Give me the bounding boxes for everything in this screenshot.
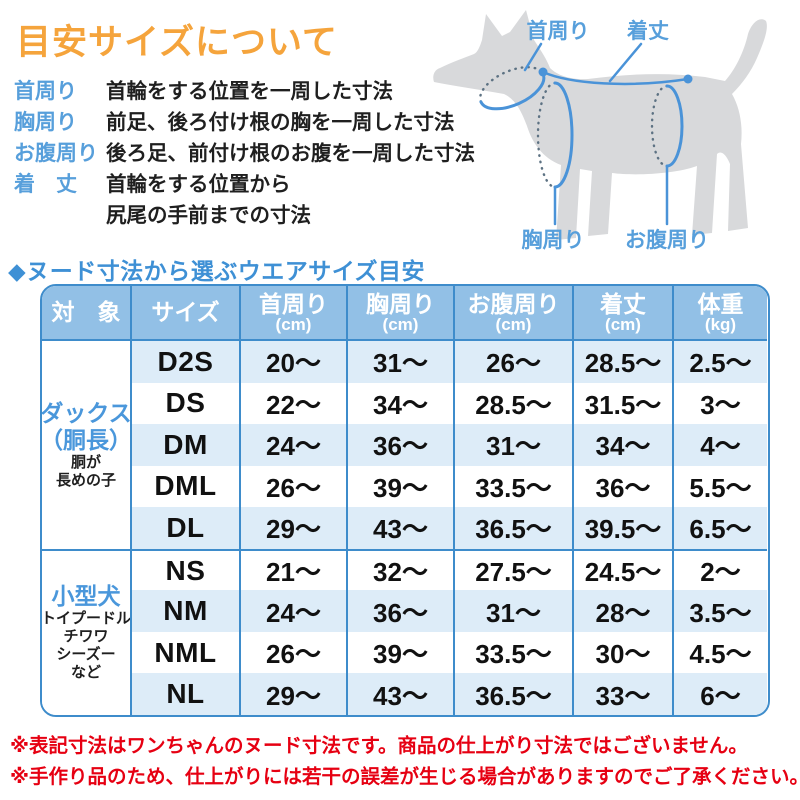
value-cell: 36.5〜 [453,673,572,715]
dog-silhouette [433,10,767,240]
value-cell: 36.5〜 [453,507,572,549]
value-cell: 26〜 [239,631,346,674]
value-cell: 22〜 [239,382,346,425]
value-cell: 28.5〜 [572,341,672,383]
size-cell: DL [130,507,239,549]
value-cell: 36〜 [346,424,453,466]
length-leader-line [608,42,643,83]
size-table: 対 象 サイズ 首周り (cm) 胸周り (cm) お腹周り (cm) 着丈 (cm) … [40,284,770,717]
value-cell: 31〜 [453,590,572,632]
size-cell: D2S [130,341,239,383]
definition-belly: お腹周り 後ろ足、前付け根のお腹を一周した寸法 [14,138,475,169]
size-cell: NS [130,548,239,591]
value-cell: 4.5〜 [672,631,767,674]
value-cell: 30〜 [572,631,672,674]
value-cell: 3.5〜 [672,590,767,632]
value-cell: 43〜 [346,673,453,715]
value-cell: 43〜 [346,507,453,549]
value-cell: 31〜 [453,424,572,466]
value-cell: 6〜 [672,673,767,715]
value-cell: 20〜 [239,341,346,383]
value-cell: 26〜 [453,341,572,383]
value-cell: 29〜 [239,673,346,715]
header-chest: 胸周り (cm) [346,286,453,341]
size-cell: NL [130,673,239,715]
definition-desc: 首輪をする位置から 尻尾の手前までの寸法 [106,173,311,227]
value-cell: 24〜 [239,424,346,466]
definition-length: 着 丈 首輪をする位置から 尻尾の手前までの寸法 [14,169,311,231]
page-title: 目安サイズについて [16,23,338,62]
section-heading: ◆ヌード寸法から選ぶウエアサイズ目安 [8,258,425,284]
header-belly: お腹周り (cm) [453,286,572,341]
value-cell: 36〜 [346,590,453,632]
definition-chest: 胸周り 前足、後ろ付け根の胸を一周した寸法 [14,107,455,138]
definition-desc: 首輪をする位置を一周した寸法 [106,80,393,103]
diagram-neck-label: 首周り [527,19,590,43]
size-cell: DM [130,424,239,466]
size-cell: NM [130,590,239,632]
back-length-line [538,67,693,86]
value-cell: 39.5〜 [572,507,672,549]
header-weight: 体重 (kg) [672,286,767,341]
value-cell: 39〜 [346,631,453,674]
value-cell: 24〜 [239,590,346,632]
dog-measurement-diagram: 首周り 着丈 胸周り お腹周り [433,10,767,252]
value-cell: 29〜 [239,507,346,549]
definition-desc: 後ろ足、前付け根のお腹を一周した寸法 [106,142,475,165]
value-cell: 6.5〜 [672,507,767,549]
value-cell: 34〜 [346,382,453,425]
neck-ellipse [479,66,546,111]
value-cell: 32〜 [346,548,453,591]
value-cell: 4〜 [672,424,767,466]
group-small-dogs: 小型犬 トイプードル チワワ シーズー など [42,548,131,715]
definition-label: 胸周り [14,111,77,134]
value-cell: 24.5〜 [572,548,672,591]
value-cell: 26〜 [239,465,346,508]
definition-label: 着 丈 [14,173,77,196]
value-cell: 39〜 [346,465,453,508]
header-target: 対 象 [42,286,130,341]
value-cell: 21〜 [239,548,346,591]
value-cell: 28〜 [572,590,672,632]
value-cell: 2〜 [672,548,767,591]
note-handmade: ※手作り品のため、仕上がりには若干の誤差が生じる場合がありますのでご了承ください… [10,766,800,788]
value-cell: 2.5〜 [672,341,767,383]
diagram-chest-label: 胸周り [522,228,585,252]
group-dachshund: ダックス （胴長） 胴が 長めの子 [42,341,132,549]
value-cell: 3〜 [672,382,767,425]
definition-label: 首周り [14,80,77,103]
neck-leader-line [523,42,543,72]
diagram-length-label: 着丈 [626,19,669,43]
size-table-grid: 対 象 サイズ 首周り (cm) 胸周り (cm) お腹周り (cm) 着丈 (cm) … [42,286,768,715]
size-cell: DS [130,382,239,425]
value-cell: 36〜 [572,465,672,508]
value-cell: 27.5〜 [453,548,572,591]
value-cell: 34〜 [572,424,672,466]
value-cell: 31.5〜 [572,382,672,425]
value-cell: 31〜 [346,341,453,383]
value-cell: 33.5〜 [453,465,572,508]
chest-ellipse [536,81,574,189]
header-neck: 首周り (cm) [239,286,346,341]
value-cell: 33〜 [572,673,672,715]
definition-desc: 前足、後ろ付け根の胸を一周した寸法 [106,111,455,134]
value-cell: 28.5〜 [453,382,572,425]
value-cell: 5.5〜 [672,465,767,508]
size-cell: DML [130,465,239,508]
value-cell: 33.5〜 [453,631,572,674]
note-nude-size: ※表記寸法はワンちゃんのヌード寸法です。商品の仕上がり寸法ではございません。 [10,735,748,757]
definition-neck: 首周り 首輪をする位置を一周した寸法 [14,76,393,107]
diagram-belly-label: お腹周り [625,228,709,252]
header-length: 着丈 (cm) [572,286,672,341]
footer-notes: ※表記寸法はワンちゃんのヌード寸法です。商品の仕上がり寸法ではございません。 ※… [10,731,800,793]
header-size: サイズ [130,286,239,341]
size-cell: NML [130,631,239,674]
belly-ellipse [650,84,684,168]
definition-label: お腹周り [14,142,98,165]
